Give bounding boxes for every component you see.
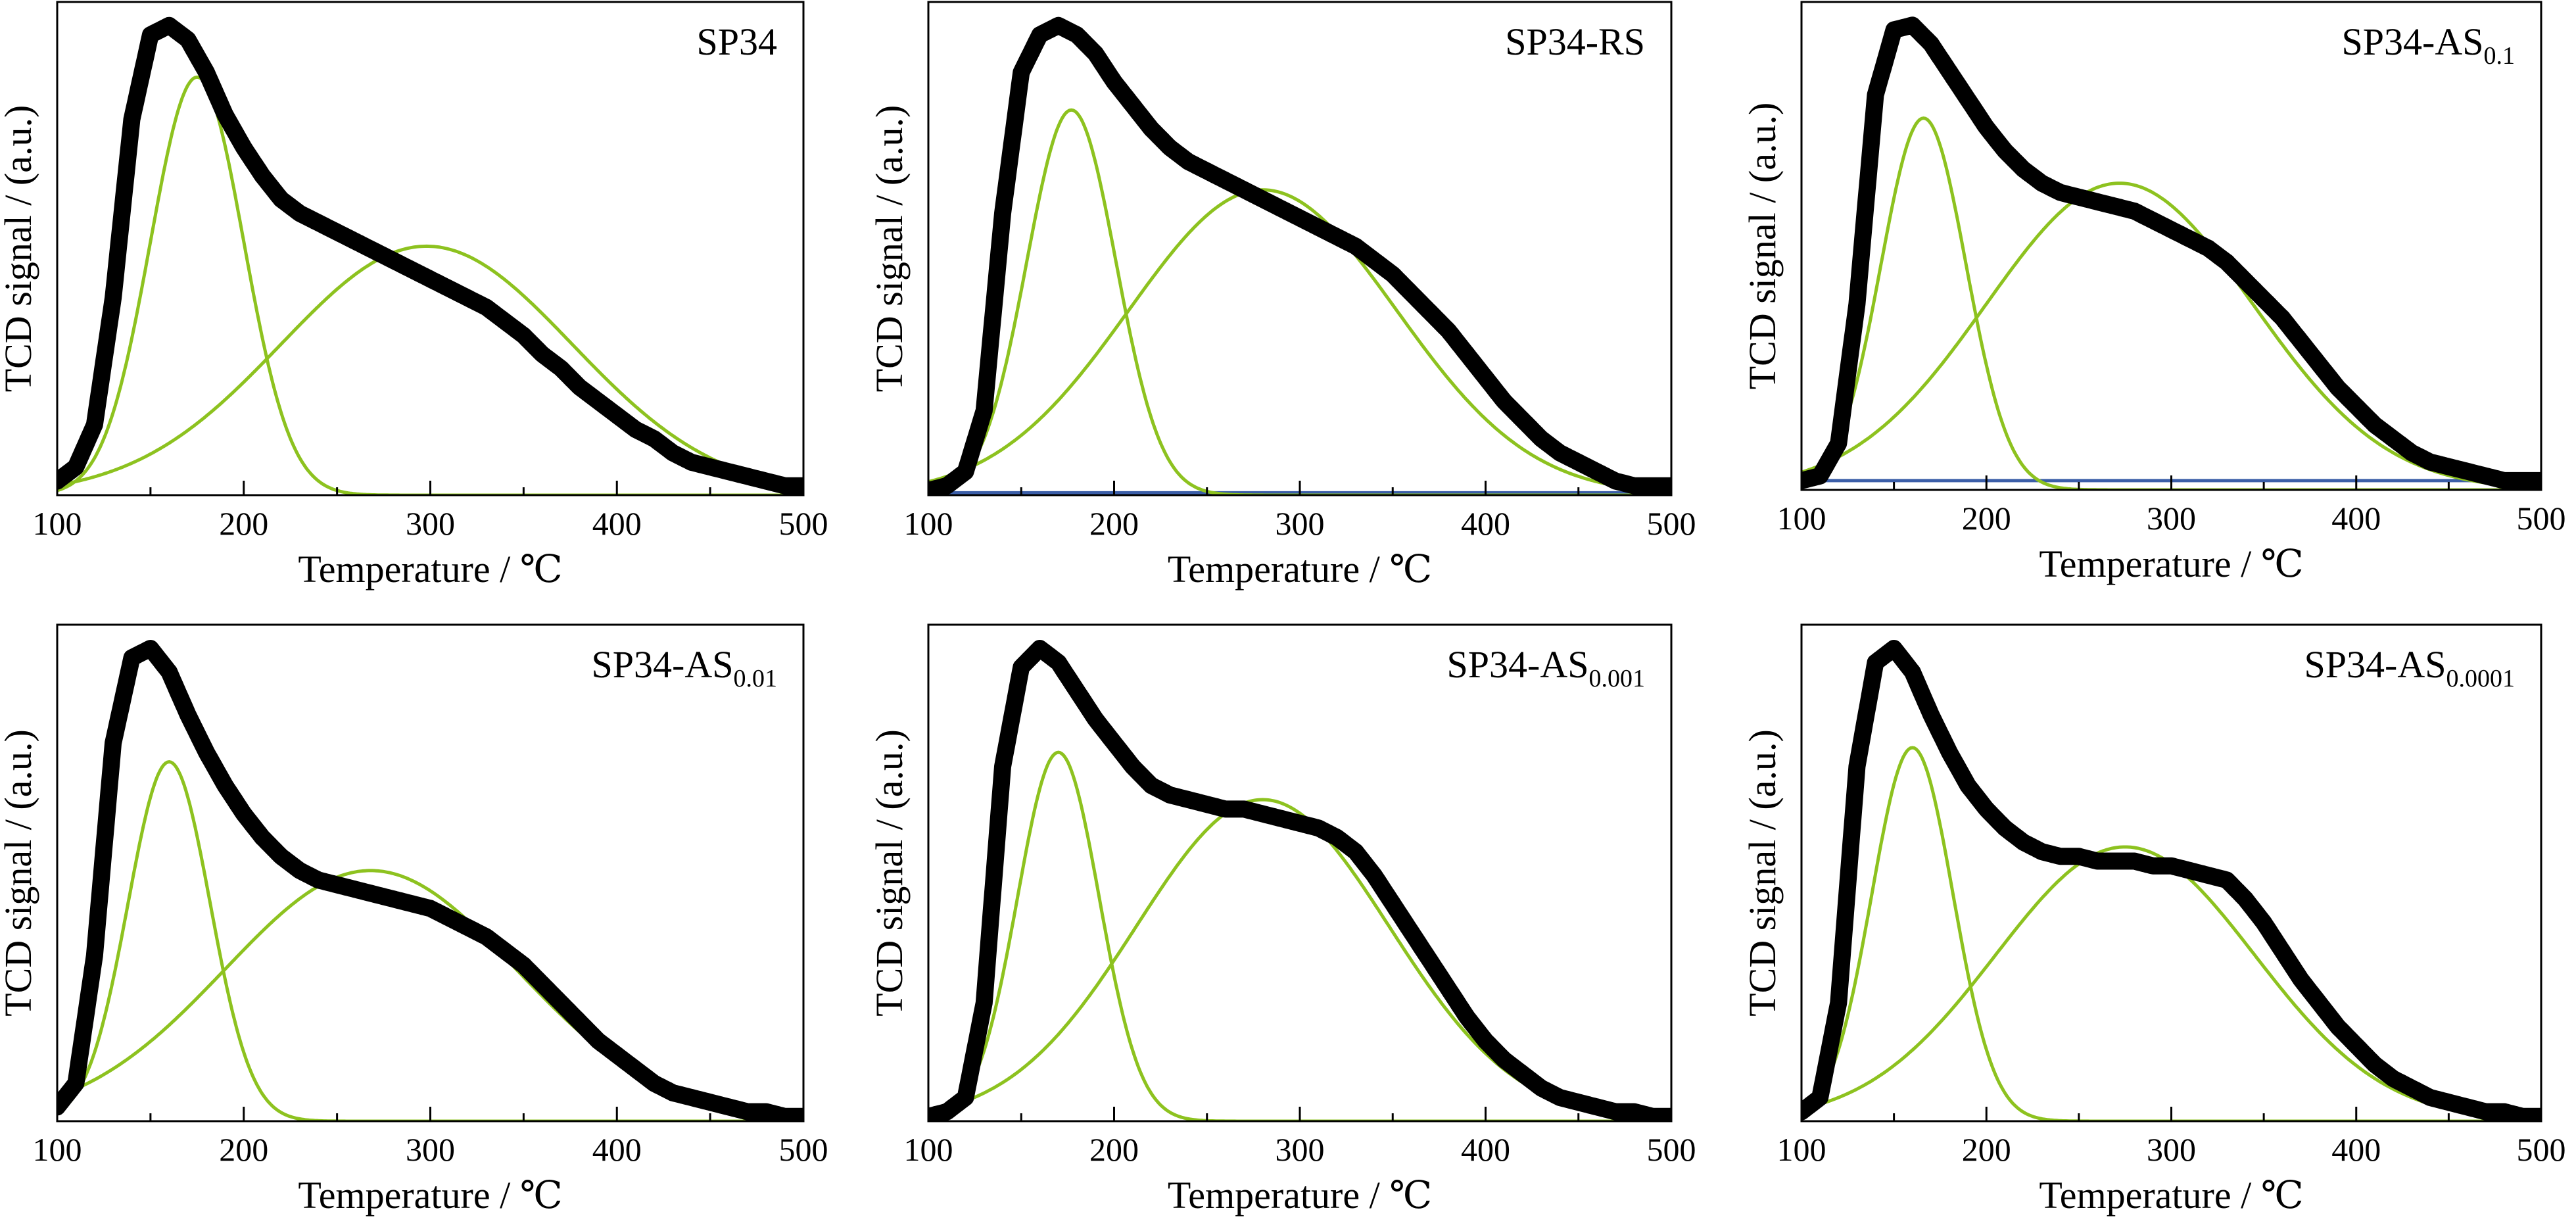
x-tick-label: 100 [1777,500,1826,537]
panel-title-main: SP34-RS [1505,20,1645,63]
x-tick-label: 200 [1089,1131,1139,1168]
fit-peak-high-temp [928,188,1671,495]
panel-title-subscript: 0.001 [1589,665,1646,692]
x-tick-label: 500 [2517,500,2566,537]
x-tick-label: 200 [1962,500,2011,537]
fit-peak-low-temp [1801,116,2541,490]
panel-title: SP34-AS0.001 [1447,643,1645,692]
x-tick-label: 400 [592,1131,642,1168]
x-tick-label: 100 [33,505,82,542]
x-tick-label: 500 [2517,1131,2566,1168]
panel-title-subscript: 0.01 [734,665,778,692]
measured-tcd-profile [1801,640,2541,1121]
x-tick-label: 200 [1089,505,1139,542]
x-axis-label: Temperature / ℃ [298,548,562,591]
x-tick-label: 400 [592,505,642,542]
panel-title-main: SP34-AS [2342,20,2484,63]
plot-area [1801,16,2541,490]
y-axis-label: TCD signal / (a.u.) [868,729,911,1017]
x-axis-label: Temperature / ℃ [298,1174,562,1217]
measured-tcd-profile [928,16,1671,495]
y-axis-label: TCD signal / (a.u.) [1741,103,1784,390]
x-tick-label: 200 [1962,1131,2011,1168]
fit-peak-high-temp [1801,845,2541,1121]
panel-title-main: SP34-AS [2304,643,2446,686]
panel-1: 100 200 300 400 500 Temperature / ℃ TCD signal… [0,1,828,591]
x-tick-label: 300 [1276,505,1325,542]
plot-frame [56,1,805,496]
measured-tcd-profile [57,16,803,495]
plot-area [1801,640,2541,1121]
fit-peak-low-temp [928,750,1671,1121]
fit-peak-high-temp [57,244,803,489]
x-tick-label: 200 [219,1131,268,1168]
plot-area [57,16,803,495]
fit-peak-low-temp [57,75,803,495]
y-axis-label: TCD signal / (a.u.) [868,105,911,393]
measured-tcd-profile [57,640,803,1121]
panel-2: 100 200 300 400 500 Temperature / ℃ TCD signal… [868,1,1696,591]
x-axis-label: Temperature / ℃ [2039,543,2303,585]
fit-peak-high-temp [928,798,1671,1121]
x-tick-label: 500 [779,1131,828,1168]
panel-title-main: SP34-AS [1447,643,1589,686]
plot-area [928,640,1671,1121]
fit-peak-low-temp [928,108,1671,495]
panel-3: 100 200 300 400 500 Temperature / ℃ TCD signal… [1741,1,2566,585]
x-tick-label: 300 [406,1131,455,1168]
y-axis-label: TCD signal / (a.u.) [0,729,39,1017]
x-tick-label: 400 [2331,500,2381,537]
x-tick-label: 300 [406,505,455,542]
plot-frame [1800,1,2542,491]
panel-5: 100 200 300 400 500 Temperature / ℃ TCD signal… [868,623,1696,1217]
panel-title-main: SP34 [696,20,777,63]
x-tick-label: 300 [2147,1131,2196,1168]
y-axis-label: TCD signal / (a.u.) [0,105,39,393]
plot-area [57,640,803,1121]
x-tick-label: 200 [219,505,268,542]
fit-peak-low-temp [1801,746,2541,1121]
x-axis-label: Temperature / ℃ [2039,1174,2303,1217]
panel-6: 100 200 300 400 500 Temperature / ℃ TCD signal… [1741,623,2566,1217]
y-axis-label: TCD signal / (a.u.) [1741,729,1784,1017]
panel-title: SP34 [696,20,777,63]
measured-tcd-profile [928,640,1671,1121]
panel-4: 100 200 300 400 500 Temperature / ℃ TCD signal… [0,623,828,1217]
x-tick-label: 500 [779,505,828,542]
x-tick-label: 400 [1461,505,1510,542]
x-tick-label: 500 [1647,505,1696,542]
panel-title-subscript: 0.0001 [2446,665,2516,692]
x-tick-label: 100 [1777,1131,1826,1168]
x-tick-label: 300 [1276,1131,1325,1168]
plot-area [928,16,1671,495]
panel-title: SP34-AS0.1 [2342,20,2515,70]
x-tick-label: 100 [904,505,953,542]
x-tick-label: 400 [2331,1131,2381,1168]
x-axis-label: Temperature / ℃ [1168,1174,1432,1217]
panel-title: SP34-AS0.01 [592,643,777,692]
panel-title: SP34-AS0.0001 [2304,643,2515,692]
x-axis-label: Temperature / ℃ [1168,548,1432,591]
panel-title-subscript: 0.1 [2484,42,2516,70]
x-tick-label: 500 [1647,1131,1696,1168]
plot-frame [927,623,1673,1122]
panel-title-main: SP34-AS [592,643,734,686]
x-tick-label: 100 [904,1131,953,1168]
x-tick-label: 300 [2147,500,2196,537]
x-tick-label: 100 [33,1131,82,1168]
x-tick-label: 400 [1461,1131,1510,1168]
plot-frame [56,623,805,1122]
panel-title: SP34-RS [1505,20,1645,63]
fit-peak-low-temp [57,760,803,1121]
measured-tcd-profile [1801,16,2541,489]
